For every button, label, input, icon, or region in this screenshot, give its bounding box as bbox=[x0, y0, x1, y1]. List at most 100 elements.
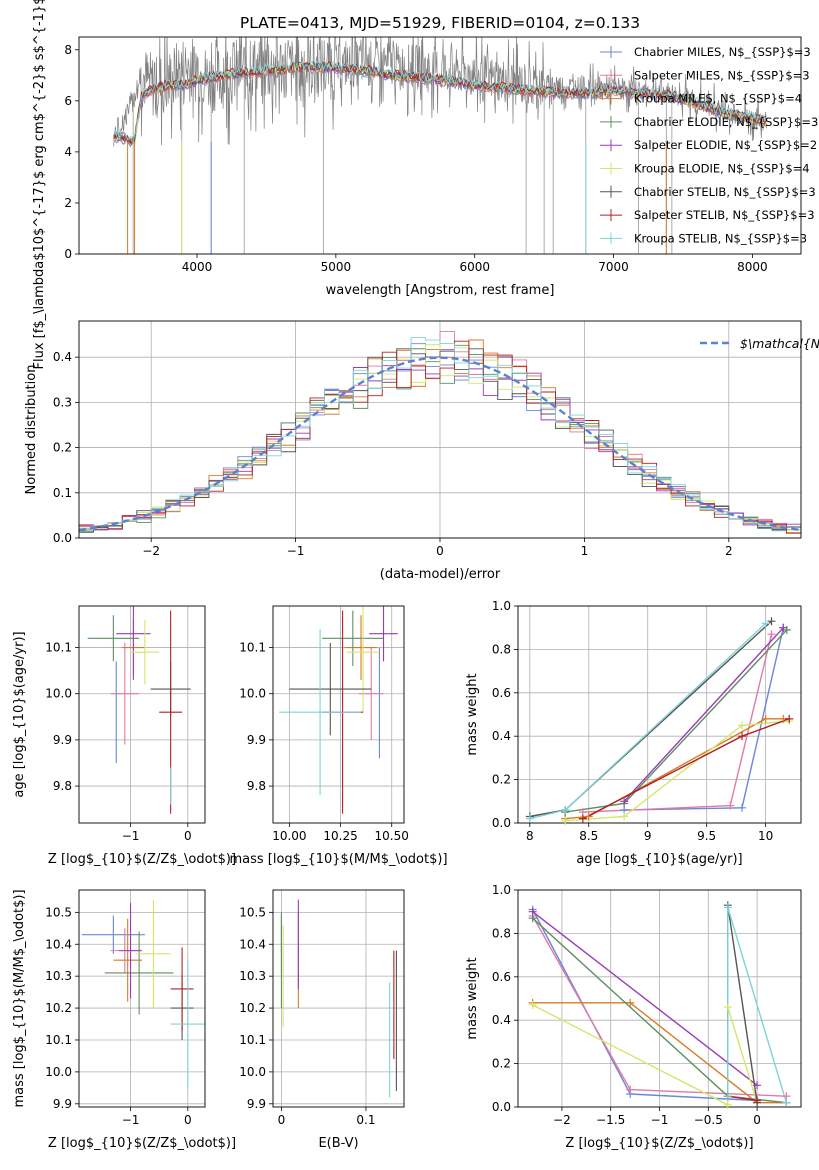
weight-marker bbox=[525, 814, 534, 823]
x-tick-label: 10.25 bbox=[323, 829, 357, 843]
x-tick-label: −2 bbox=[142, 544, 160, 558]
y-tick-label: 2 bbox=[64, 196, 72, 210]
x-axis-label: Z [log$_{10}$(Z/Z$_\odot$)] bbox=[48, 852, 236, 867]
x-tick-label: −1 bbox=[122, 829, 140, 843]
panel-massweight-vs-Z: −2 −1.5 −1 −0.5 0 0.0 0.2 0.4 0.6 0.8 1.0 Z [log$_{… bbox=[465, 883, 802, 1151]
legend-label: Salpeter ELODIE, N$_{SSP}$=2 bbox=[634, 138, 817, 152]
weight-marker bbox=[723, 1003, 732, 1012]
legend-label: Salpeter MILES, N$_{SSP}$=3 bbox=[634, 68, 810, 82]
weight-marker bbox=[723, 903, 732, 912]
y-tick-label: 10.1 bbox=[239, 641, 266, 655]
weight-line bbox=[727, 1095, 758, 1102]
y-tick-label: 9.9 bbox=[53, 1097, 72, 1111]
y-tick-label: 0.0 bbox=[53, 531, 72, 545]
y-tick-label: 0.6 bbox=[492, 970, 511, 984]
y-tick-label: 10.4 bbox=[45, 937, 72, 951]
y-tick-label: 10.2 bbox=[239, 1001, 266, 1015]
plot-area-residuals bbox=[79, 330, 801, 536]
weight-line bbox=[532, 911, 758, 1086]
weight-marker bbox=[620, 797, 629, 806]
legend-label: Chabrier ELODIE, N$_{SSP}$=3 bbox=[634, 115, 818, 129]
y-tick-label: 4 bbox=[64, 145, 72, 159]
x-tick-label: −1 bbox=[122, 1113, 140, 1127]
y-axis-label: Normed distribution bbox=[24, 365, 39, 495]
plot-area-spectrum bbox=[113, 37, 767, 254]
x-axis-label: (data-model)/error bbox=[380, 567, 501, 582]
y-tick-label: 0.8 bbox=[492, 642, 511, 656]
weight-marker bbox=[782, 1098, 791, 1107]
x-tick-label: 4000 bbox=[182, 260, 213, 274]
panel-massweight-vs-age: 8 8.5 9 9.5 10 0.0 0.2 0.4 0.6 0.8 1.0 age [log$_{1… bbox=[465, 599, 802, 867]
x-tick-label: 10 bbox=[758, 829, 773, 843]
panel-age-vs-Z: −1 0 9.8 9.9 10.0 10.1 Z [log$_{10}$(Z/Z$_\odo… bbox=[12, 605, 236, 867]
weight-marker bbox=[767, 630, 776, 639]
axes-frame bbox=[78, 36, 802, 255]
y-tick-label: 0.3 bbox=[53, 395, 72, 409]
x-axis-label: mass [log$_{10}$(M/M$_\odot$)] bbox=[229, 852, 447, 867]
x-tick-label: 2 bbox=[725, 544, 733, 558]
y-tick-label: 0.2 bbox=[492, 773, 511, 787]
y-tick-label: 0.0 bbox=[492, 816, 511, 830]
weight-marker bbox=[626, 1085, 635, 1094]
weight-marker bbox=[528, 1001, 537, 1010]
y-tick-label: 9.8 bbox=[53, 779, 72, 793]
legend-label: Kroupa MILES, N$_{SSP}$=4 bbox=[634, 92, 802, 106]
weight-marker bbox=[761, 619, 770, 628]
y-tick-label: 0.4 bbox=[492, 1013, 511, 1027]
y-axis-label: mass weight bbox=[465, 673, 480, 755]
x-tick-label: 10.00 bbox=[272, 829, 306, 843]
panel-mass-vs-Z: −1 0 9.9 10.0 10.1 10.2 10.3 10.4 10.5 Z [log$_{1… bbox=[12, 889, 236, 1151]
y-tick-label: 10.0 bbox=[239, 687, 266, 701]
weight-marker bbox=[561, 816, 570, 825]
weight-marker bbox=[738, 721, 747, 730]
y-tick-label: 0 bbox=[64, 247, 72, 261]
y-tick-label: 0.4 bbox=[53, 350, 72, 364]
weight-marker bbox=[738, 803, 747, 812]
panel-spectrum: 4000 5000 6000 7000 8000 0 2 4 6 8 wavelength [Ang… bbox=[32, 0, 818, 369]
x-tick-label: 8000 bbox=[737, 260, 768, 274]
weight-line bbox=[727, 905, 758, 1103]
plot-area-age-vs-mass bbox=[279, 606, 398, 814]
weight-marker bbox=[620, 812, 629, 821]
weight-marker bbox=[584, 812, 593, 821]
weight-marker bbox=[738, 732, 747, 741]
axes-frame bbox=[78, 889, 206, 1108]
y-tick-label: 10.1 bbox=[45, 641, 72, 655]
y-tick-label: 10.3 bbox=[239, 969, 266, 983]
x-tick-label: 6000 bbox=[459, 260, 490, 274]
y-tick-label: 10.0 bbox=[45, 1065, 72, 1079]
spectrum-legend: Chabrier MILES, N$_{SSP}$=3 Salpeter MILE… bbox=[600, 45, 818, 245]
y-tick-label: 10.5 bbox=[45, 905, 72, 919]
weight-marker bbox=[753, 1081, 762, 1090]
plot-area-massweight-vs-age bbox=[529, 620, 790, 822]
legend-label: Salpeter STELIB, N$_{SSP}$=3 bbox=[634, 208, 815, 222]
y-axis-label: age [log$_{10}$(age/yr)] bbox=[12, 631, 27, 797]
x-tick-label: 0 bbox=[184, 1113, 192, 1127]
weight-marker bbox=[528, 907, 537, 916]
weight-marker bbox=[753, 1096, 762, 1105]
y-tick-label: 10.2 bbox=[45, 1001, 72, 1015]
y-tick-label: 10.1 bbox=[45, 1033, 72, 1047]
weight-line bbox=[623, 627, 784, 802]
weight-marker bbox=[723, 1100, 732, 1109]
weight-marker bbox=[779, 623, 788, 632]
y-tick-label: 0.6 bbox=[492, 686, 511, 700]
y-tick-label: 0.4 bbox=[492, 729, 511, 743]
weight-marker bbox=[785, 714, 794, 723]
normal-reference-curve bbox=[79, 356, 801, 532]
panel-mass-vs-EBV: 0 0.1 9.9 10.0 10.1 10.2 10.3 10.4 10.5 E(B-V) bbox=[239, 889, 405, 1151]
y-axis-label: Flux [f$_\lambda$10$^{-17}$ erg cm$^{-2}… bbox=[32, 0, 47, 369]
x-axis-label: Z [log$_{10}$(Z/Z$_\odot$)] bbox=[565, 1136, 753, 1151]
x-tick-label: 9 bbox=[644, 829, 652, 843]
axes-frame bbox=[272, 605, 405, 824]
y-tick-label: 0.8 bbox=[492, 926, 511, 940]
x-tick-label: −2 bbox=[553, 1113, 571, 1127]
x-tick-label: 0 bbox=[278, 1113, 286, 1127]
y-tick-label: 9.9 bbox=[53, 733, 72, 747]
x-tick-label: 0 bbox=[753, 1113, 761, 1127]
x-tick-label: 8 bbox=[526, 829, 534, 843]
x-tick-label: −1 bbox=[651, 1113, 669, 1127]
x-tick-label: 9.5 bbox=[697, 829, 716, 843]
model-spectrum-line bbox=[113, 61, 767, 144]
weight-line bbox=[532, 1002, 787, 1104]
